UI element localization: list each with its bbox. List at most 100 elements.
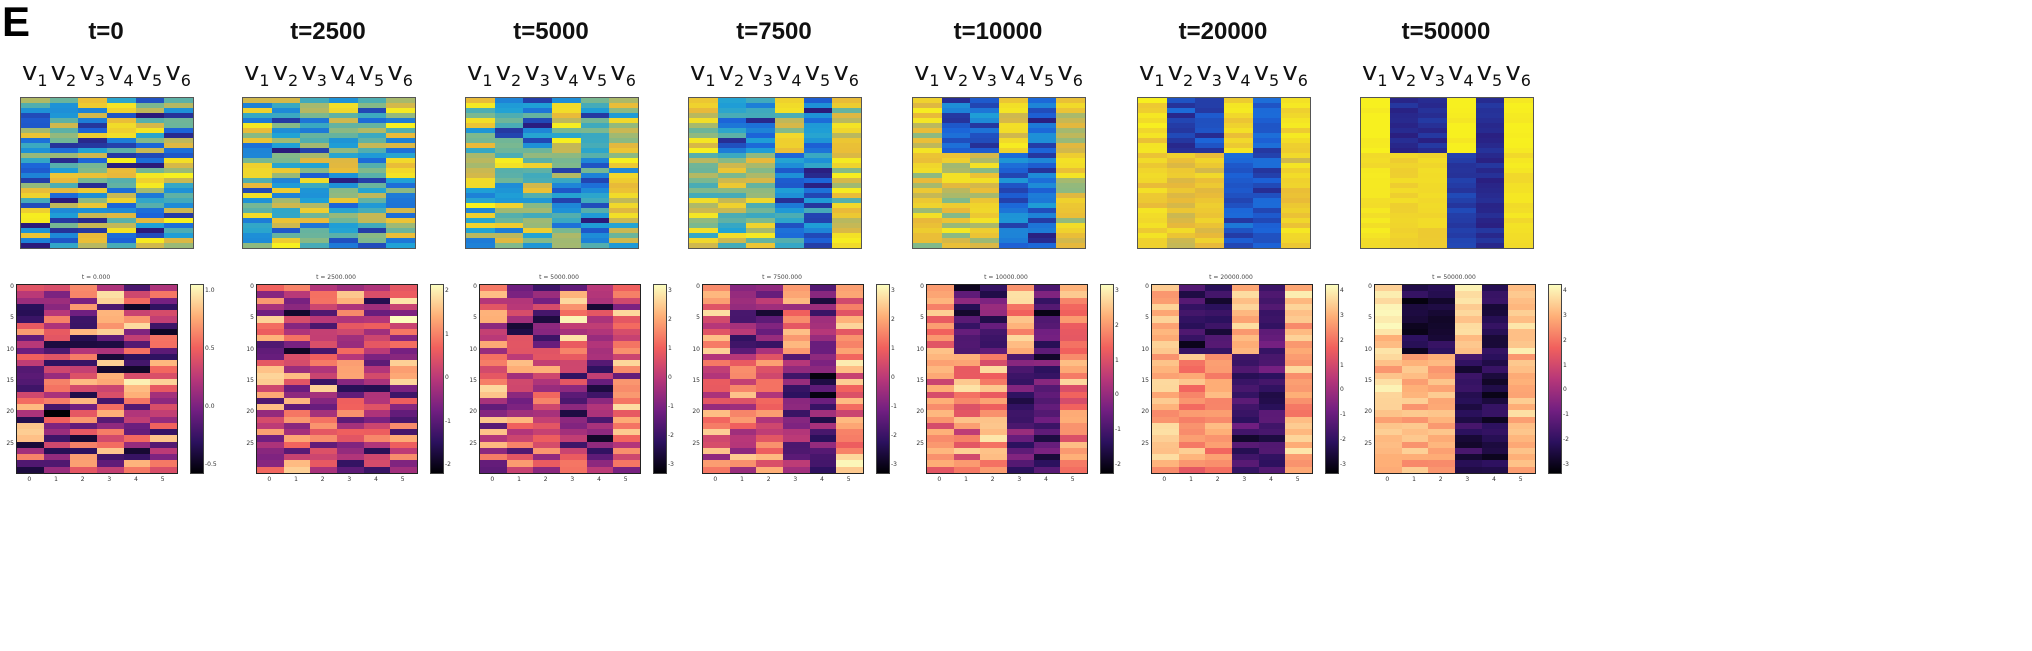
heatmap-cell <box>913 218 943 224</box>
heatmap-cell <box>970 133 1000 139</box>
heatmap-cell <box>1027 223 1057 229</box>
heatmap-cell <box>775 203 805 209</box>
heatmap-cell <box>980 285 1008 292</box>
heatmap-cell <box>836 429 863 436</box>
heatmap-cell <box>494 208 524 214</box>
heatmap-cell <box>43 410 71 418</box>
heatmap-cell <box>1056 113 1085 119</box>
heatmap-cell <box>803 198 833 204</box>
heatmap-cell <box>1455 353 1483 361</box>
heatmap-cell <box>1428 416 1456 424</box>
colorbar-tick-label: 1 <box>445 330 449 338</box>
heatmap-cell <box>78 148 108 154</box>
panel-letter: E <box>2 0 31 45</box>
top-heatmap <box>1360 97 1534 249</box>
heatmap-cell <box>1475 233 1505 239</box>
variable-label: v1 <box>244 57 270 91</box>
variable-label: v1 <box>1139 57 1165 91</box>
heatmap-cell <box>1152 297 1180 305</box>
heatmap-cell <box>78 188 108 194</box>
heatmap-cell <box>1447 203 1477 209</box>
heatmap-cell <box>609 243 638 248</box>
heatmap-cell <box>523 238 553 244</box>
heatmap-cell <box>953 447 981 455</box>
heatmap-cell <box>337 447 365 455</box>
heatmap-cell <box>1285 297 1312 305</box>
heatmap-cell <box>1375 416 1403 424</box>
heatmap-cell <box>803 153 833 159</box>
x-tick-label: 2 <box>990 476 995 483</box>
heatmap-cell <box>357 173 387 179</box>
heatmap-cell <box>999 168 1029 174</box>
heatmap-cell <box>271 218 301 224</box>
heatmap-cell <box>1418 153 1448 159</box>
top-heatmap <box>20 97 194 249</box>
heatmap-cell <box>1138 193 1168 199</box>
heatmap-cell <box>150 447 177 455</box>
heatmap-cell <box>1401 379 1429 386</box>
heatmap-cell <box>1033 322 1061 330</box>
heatmap-cell <box>941 138 971 144</box>
heatmap-cell <box>1178 404 1206 411</box>
panel-column-5: t=20000 v1 v2 v3 v4 v5 v6 t = 20000.000 0 5 10 15 20… <box>1137 0 1427 651</box>
heatmap-cell <box>1007 316 1035 324</box>
heatmap-cell <box>300 143 330 149</box>
heatmap-cell <box>1389 128 1419 134</box>
heatmap-cell <box>363 466 391 473</box>
heatmap-cell <box>756 379 784 386</box>
heatmap-cell <box>357 178 387 184</box>
heatmap-cell <box>775 238 805 244</box>
heatmap-cell <box>337 429 365 436</box>
heatmap-cell <box>506 316 534 324</box>
heatmap-cell <box>1475 153 1505 159</box>
heatmap-cell <box>1205 297 1233 305</box>
heatmap-cell <box>506 466 534 473</box>
heatmap-cell <box>49 138 79 144</box>
heatmap-cell <box>1056 158 1085 164</box>
heatmap-cell <box>523 198 553 204</box>
heatmap-cell <box>1418 198 1448 204</box>
heatmap-cell <box>970 158 1000 164</box>
heatmap-cell <box>1504 218 1533 224</box>
heatmap-cell <box>1205 316 1233 324</box>
heatmap-cell <box>941 208 971 214</box>
heatmap-cell <box>135 213 165 219</box>
heatmap-cell <box>1258 347 1286 355</box>
heatmap-cell <box>1252 138 1282 144</box>
x-tick-label: 2 <box>80 476 85 483</box>
colorbar-tick-label: 0 <box>668 374 672 381</box>
heatmap-cell <box>150 391 177 399</box>
heatmap-cell <box>1508 291 1535 299</box>
heatmap-cell <box>357 218 387 224</box>
heatmap-cell <box>1007 372 1035 380</box>
heatmap-cell <box>703 416 731 424</box>
heatmap-cell <box>775 183 805 189</box>
heatmap-cell <box>703 322 731 330</box>
heatmap-cell <box>43 297 71 305</box>
heatmap-cell <box>310 379 338 386</box>
variable-label: v4 <box>1225 57 1251 91</box>
heatmap-cell <box>941 188 971 194</box>
heatmap-cell <box>1389 208 1419 214</box>
heatmap-cell <box>494 173 524 179</box>
heatmap-cell <box>1252 178 1282 184</box>
heatmap-cell <box>386 228 415 234</box>
heatmap-cell <box>1375 441 1403 449</box>
heatmap-cell <box>953 310 981 317</box>
heatmap-cell <box>927 410 955 418</box>
heatmap-cell <box>970 188 1000 194</box>
heatmap-cell <box>729 372 757 380</box>
heatmap-cell <box>107 168 137 174</box>
heatmap-cell <box>49 183 79 189</box>
heatmap-cell <box>836 297 863 305</box>
heatmap-cell <box>1281 103 1310 109</box>
heatmap-cell <box>1195 238 1225 244</box>
heatmap-cell <box>803 208 833 214</box>
heatmap-cell <box>717 113 747 119</box>
heatmap-cell <box>1178 291 1206 299</box>
heatmap-cell <box>717 153 747 159</box>
heatmap-cell <box>78 238 108 244</box>
heatmap-cell <box>523 188 553 194</box>
heatmap-cell <box>809 360 837 367</box>
heatmap-cell <box>107 213 137 219</box>
